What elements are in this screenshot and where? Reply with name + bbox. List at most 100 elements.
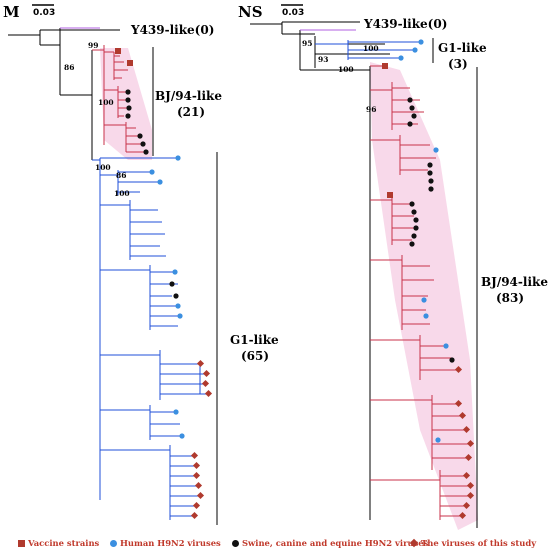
swine-marker <box>143 149 149 155</box>
legend-swine: Swine, canine and equine H9N2 viruses <box>232 538 428 548</box>
study-marker <box>454 399 463 408</box>
study-marker <box>196 359 205 368</box>
study-marker <box>204 389 213 398</box>
swine-marker <box>125 97 131 103</box>
human-marker <box>175 303 181 309</box>
circle-icon <box>110 539 117 547</box>
ns-bj94-count: (83) <box>496 291 524 305</box>
legend-vaccine: Vaccine strains <box>18 538 99 548</box>
ns-bj94-label: BJ/94-like <box>481 275 548 289</box>
study-marker <box>190 451 199 460</box>
ns-tree <box>250 21 470 520</box>
m-y439-label: Y439-like(0) <box>130 23 214 37</box>
legend-vaccine-label: Vaccine strains <box>28 538 100 548</box>
vaccine-marker <box>127 60 133 66</box>
legend: Vaccine strains Human H9N2 viruses Swine… <box>0 536 550 552</box>
human-marker <box>398 55 404 61</box>
swine-marker <box>409 105 415 111</box>
m-g1-label: G1-like <box>230 333 279 347</box>
human-marker <box>177 313 183 319</box>
m-bootstrap: 100 <box>95 163 111 172</box>
square-icon <box>18 539 25 547</box>
study-marker <box>202 369 211 378</box>
m-bj94-label: BJ/94-like <box>155 89 222 103</box>
ns-bootstrap: 100 <box>338 65 354 74</box>
study-marker <box>454 365 463 374</box>
ns-y439-label: Y439-like(0) <box>363 17 447 31</box>
swine-marker <box>409 241 415 247</box>
swine-marker <box>407 121 413 127</box>
legend-human: Human H9N2 viruses <box>110 538 221 548</box>
human-marker <box>173 409 179 415</box>
ns-markers <box>382 39 475 520</box>
circle-icon <box>232 539 239 547</box>
swine-marker <box>409 201 415 207</box>
m-bootstrap: 86 <box>64 63 74 72</box>
human-marker <box>175 155 181 161</box>
study-marker <box>190 511 199 520</box>
ns-bootstrap: 100 <box>363 44 379 53</box>
human-marker <box>172 269 178 275</box>
ns-g1-count: (3) <box>448 57 468 71</box>
ns-bootstrap: 96 <box>366 105 376 114</box>
m-bj94-highlight <box>100 48 152 160</box>
study-marker <box>192 461 201 470</box>
human-marker <box>443 343 449 349</box>
vaccine-marker <box>115 48 121 54</box>
study-marker <box>466 481 475 490</box>
swine-marker <box>449 357 455 363</box>
swine-marker <box>140 141 146 147</box>
human-marker <box>179 433 185 439</box>
human-marker <box>412 47 418 53</box>
study-marker <box>201 379 210 388</box>
ns-bootstrap: 93 <box>318 55 328 64</box>
diamond-icon <box>409 538 419 548</box>
swine-marker <box>411 233 417 239</box>
human-marker <box>423 313 429 319</box>
human-marker <box>433 147 439 153</box>
study-marker <box>196 491 205 500</box>
ns-scale-label: 0.03 <box>282 8 304 18</box>
legend-swine-label: Swine, canine and equine H9N2 viruses <box>242 538 429 548</box>
vaccine-marker <box>382 63 388 69</box>
swine-marker <box>428 186 434 192</box>
legend-human-label: Human H9N2 viruses <box>120 538 221 548</box>
study-marker <box>466 491 475 500</box>
m-bootstrap: 99 <box>88 41 98 50</box>
legend-study-label: The viruses of this study <box>421 538 537 548</box>
swine-marker <box>413 217 419 223</box>
human-marker <box>157 179 163 185</box>
study-marker <box>464 453 473 462</box>
swine-marker <box>137 133 143 139</box>
m-bootstrap: 100 <box>114 189 130 198</box>
m-bj94-count: (21) <box>177 105 205 119</box>
study-marker <box>462 501 471 510</box>
study-marker <box>194 481 203 490</box>
m-scale-label: 0.03 <box>33 8 55 18</box>
study-marker <box>462 425 471 434</box>
human-marker <box>149 169 155 175</box>
swine-marker <box>427 170 433 176</box>
swine-marker <box>413 225 419 231</box>
swine-marker <box>125 89 131 95</box>
study-marker <box>192 471 201 480</box>
human-marker <box>421 297 427 303</box>
study-marker <box>192 501 201 510</box>
swine-marker <box>428 178 434 184</box>
swine-marker <box>411 113 417 119</box>
study-marker <box>458 411 467 420</box>
swine-marker <box>173 293 179 299</box>
swine-marker <box>411 209 417 215</box>
ns-g1-label: G1-like <box>438 41 487 55</box>
panel-m-label: M <box>3 3 20 21</box>
human-marker <box>418 39 424 45</box>
m-markers <box>115 48 213 520</box>
panel-ns-label: NS <box>238 3 263 21</box>
vaccine-marker <box>387 192 393 198</box>
ns-bootstrap: 95 <box>302 39 312 48</box>
swine-marker <box>407 97 413 103</box>
m-bootstrap: 100 <box>98 98 114 107</box>
panel-ns: NS 0.03 <box>238 3 548 530</box>
m-bootstrap: 86 <box>116 171 126 180</box>
